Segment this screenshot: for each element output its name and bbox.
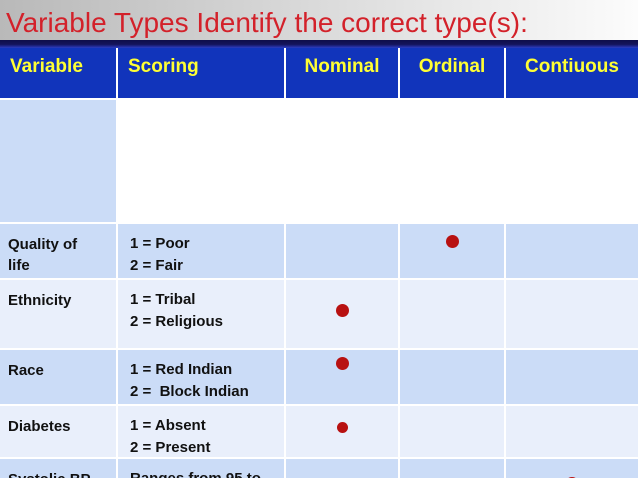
red-dot-marker xyxy=(445,234,459,248)
cell-variable-quality-of-life: Quality of life xyxy=(0,224,116,278)
cell-contiuous xyxy=(506,459,638,478)
cell-variable-ethnicity: Ethnicity xyxy=(0,280,116,348)
cell-scoring: 1 = Red Indian 2 = Block Indian 3 = Othe… xyxy=(118,350,284,422)
cell-nominal xyxy=(286,406,398,457)
cell-scoring: 1 = Absent 2 = Present xyxy=(118,406,284,457)
variable-types-table: Variable Scoring Nominal Ordinal Contiuo… xyxy=(0,48,638,478)
cell-nominal xyxy=(286,280,398,348)
cell-contiuous xyxy=(506,224,638,278)
cell-variable xyxy=(0,100,116,222)
title-divider xyxy=(0,40,638,48)
cell-nominal xyxy=(286,350,398,404)
cell-scoring: 1 = Tribal 2 = Religious xyxy=(118,280,284,348)
red-dot-marker xyxy=(335,356,349,370)
column-header-nominal: Nominal xyxy=(286,48,398,98)
cell-contiuous xyxy=(506,406,638,457)
cell-variable-systolic-bp: Systolic BP xyxy=(0,459,116,478)
title-bar: Variable Types Identify the correct type… xyxy=(0,0,638,40)
cell-contiuous xyxy=(506,350,638,404)
cell-ordinal xyxy=(400,406,504,457)
red-dot-marker xyxy=(565,476,579,478)
cell-variable-race: Race xyxy=(0,350,116,404)
column-header-ordinal: Ordinal xyxy=(400,48,504,98)
cell-scoring: Ranges from 95 to 190 mmHg xyxy=(118,459,284,478)
cell-ordinal xyxy=(400,224,504,278)
cell-variable-diabetes: Diabetes xyxy=(0,406,116,457)
red-dot-marker xyxy=(336,422,348,433)
column-header-scoring: Scoring xyxy=(118,48,284,98)
red-dot-marker xyxy=(335,303,349,317)
cell-contiuous xyxy=(506,280,638,348)
page-title: Variable Types Identify the correct type… xyxy=(6,7,528,38)
cell-nominal xyxy=(286,224,398,278)
cell-ordinal xyxy=(400,459,504,478)
cell-nominal xyxy=(286,459,398,478)
column-header-variable: Variable xyxy=(0,48,116,98)
column-header-contiuous: Contiuous xyxy=(506,48,638,98)
cell-scoring: 1 = Poor 2 = Fair 3 = Average 4 = Good 5… xyxy=(118,224,284,340)
cell-ordinal xyxy=(400,350,504,404)
cell-ordinal xyxy=(400,280,504,348)
